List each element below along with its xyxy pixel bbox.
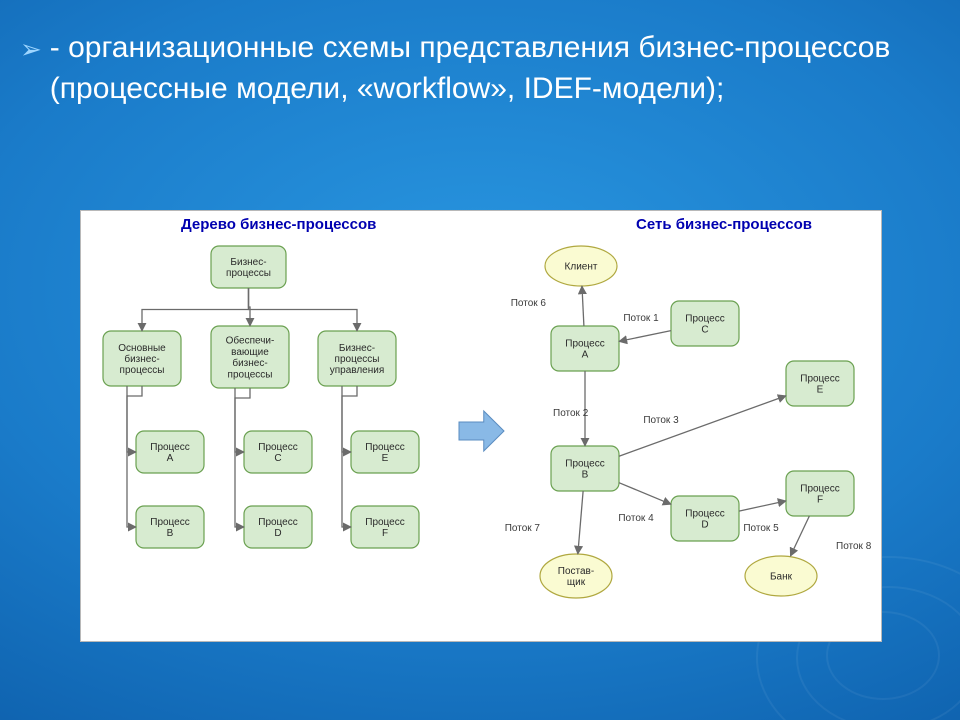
right-diagram-title: Сеть бизнес-процессов — [636, 216, 812, 233]
diagram-svg: Дерево бизнес-процессов Сеть бизнес-проце… — [81, 211, 881, 641]
flow-edge — [619, 396, 786, 456]
actor-ellipse: Банк — [745, 556, 817, 596]
actor-ellipse: Постав-щик — [540, 554, 612, 598]
svg-text:Процесс: Процесс — [365, 517, 405, 528]
diagram-container: Дерево бизнес-процессов Сеть бизнес-проце… — [80, 210, 882, 642]
flow-edge — [582, 286, 584, 326]
process-node: ПроцессC — [671, 301, 739, 346]
svg-text:Банк: Банк — [770, 572, 793, 583]
svg-text:процессы: процессы — [226, 268, 271, 279]
process-node: Основныебизнес-процессы — [103, 331, 181, 386]
svg-text:F: F — [382, 528, 388, 539]
svg-text:Процесс: Процесс — [685, 313, 725, 324]
svg-text:Процесс: Процесс — [365, 442, 405, 453]
process-node: ПроцессE — [351, 431, 419, 473]
flow-edge — [739, 501, 786, 511]
svg-text:E: E — [817, 385, 824, 396]
flow-label: Поток 5 — [743, 523, 779, 534]
svg-text:F: F — [817, 495, 823, 506]
svg-text:A: A — [582, 350, 589, 361]
svg-text:Процесс: Процесс — [800, 483, 840, 494]
process-node: Бизнес-процессыуправления — [318, 331, 396, 386]
svg-text:вающие: вающие — [231, 347, 269, 358]
flow-edge — [619, 331, 671, 342]
svg-text:E: E — [382, 453, 389, 464]
process-node: ПроцессB — [136, 506, 204, 548]
process-node: ПроцессD — [244, 506, 312, 548]
svg-text:D: D — [274, 528, 281, 539]
process-node: ПроцессD — [671, 496, 739, 541]
svg-text:Бизнес-: Бизнес- — [230, 257, 266, 268]
process-node: ПроцессE — [786, 361, 854, 406]
process-node: ПроцессC — [244, 431, 312, 473]
svg-text:Процесс: Процесс — [150, 442, 190, 453]
tree-edge — [235, 388, 244, 527]
process-node: ПроцессF — [351, 506, 419, 548]
svg-text:A: A — [167, 453, 174, 464]
svg-text:Клиент: Клиент — [565, 262, 598, 273]
left-diagram-title: Дерево бизнес-процессов — [181, 216, 376, 233]
svg-text:D: D — [701, 520, 708, 531]
svg-text:Процесс: Процесс — [150, 517, 190, 528]
svg-text:Процесс: Процесс — [685, 508, 725, 519]
svg-text:C: C — [701, 325, 708, 336]
svg-text:Бизнес-: Бизнес- — [339, 343, 375, 354]
bullet-text: - организационные схемы представления би… — [50, 28, 920, 109]
tree-edge — [127, 386, 136, 527]
actor-ellipse: Клиент — [545, 246, 617, 286]
flow-label: Поток 6 — [511, 298, 547, 309]
process-node: ПроцессA — [551, 326, 619, 371]
flow-edge — [790, 516, 809, 556]
svg-text:Постав-: Постав- — [558, 566, 594, 577]
svg-text:управления: управления — [330, 365, 385, 376]
svg-text:процессы: процессы — [120, 365, 165, 376]
svg-text:B: B — [167, 528, 174, 539]
process-node: Бизнес-процессы — [211, 246, 286, 288]
svg-text:Процесс: Процесс — [258, 517, 298, 528]
process-node: ПроцессA — [136, 431, 204, 473]
process-node: ПроцессF — [786, 471, 854, 516]
transition-arrow-icon — [459, 411, 504, 451]
tree-edge — [249, 288, 358, 331]
svg-text:Процесс: Процесс — [258, 442, 298, 453]
svg-text:щик: щик — [567, 577, 586, 588]
svg-text:процессы: процессы — [335, 354, 380, 365]
process-node: ПроцессB — [551, 446, 619, 491]
flow-edge — [619, 483, 671, 505]
svg-text:Процесс: Процесс — [565, 338, 605, 349]
flow-label: Поток 8 — [836, 541, 872, 552]
svg-text:Процесс: Процесс — [565, 458, 605, 469]
svg-text:C: C — [274, 453, 281, 464]
flow-label: Поток 2 — [553, 408, 589, 419]
flow-label: Поток 4 — [618, 513, 654, 524]
svg-text:процессы: процессы — [228, 369, 273, 380]
flow-label: Поток 3 — [643, 415, 679, 426]
bullet-icon: ➢ — [20, 34, 42, 65]
tree-edge — [342, 386, 351, 527]
svg-text:бизнес-: бизнес- — [232, 357, 267, 369]
flow-label: Поток 1 — [623, 313, 659, 324]
svg-text:Обеспечи-: Обеспечи- — [226, 335, 275, 347]
svg-text:бизнес-: бизнес- — [124, 353, 159, 365]
tree-edge — [142, 288, 249, 331]
process-node: Обеспечи-вающиебизнес-процессы — [211, 326, 289, 388]
slide: ➢ - организационные схемы представления … — [0, 0, 960, 720]
flow-label: Поток 7 — [505, 523, 541, 534]
bullet-item: ➢ - организационные схемы представления … — [20, 28, 920, 109]
svg-text:Процесс: Процесс — [800, 373, 840, 384]
svg-text:B: B — [582, 470, 589, 481]
svg-text:Основные: Основные — [118, 343, 166, 354]
flow-edge — [578, 491, 583, 554]
